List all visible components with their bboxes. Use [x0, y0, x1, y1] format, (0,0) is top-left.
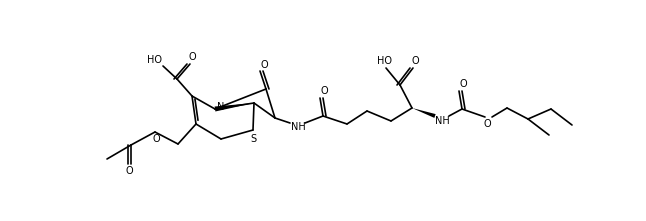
Text: S: S: [250, 134, 256, 144]
Text: O: O: [260, 60, 268, 70]
Text: O: O: [459, 79, 467, 89]
Text: O: O: [412, 56, 419, 66]
Text: HO: HO: [377, 56, 391, 66]
Text: O: O: [188, 52, 196, 62]
Text: HO: HO: [147, 55, 163, 65]
Text: O: O: [320, 86, 328, 96]
Polygon shape: [214, 103, 254, 111]
Text: NH: NH: [435, 116, 450, 126]
Polygon shape: [412, 108, 435, 118]
Text: O: O: [152, 134, 160, 144]
Text: N: N: [217, 102, 225, 112]
Text: NH: NH: [291, 122, 306, 132]
Text: O: O: [125, 166, 133, 176]
Text: O: O: [483, 119, 491, 129]
